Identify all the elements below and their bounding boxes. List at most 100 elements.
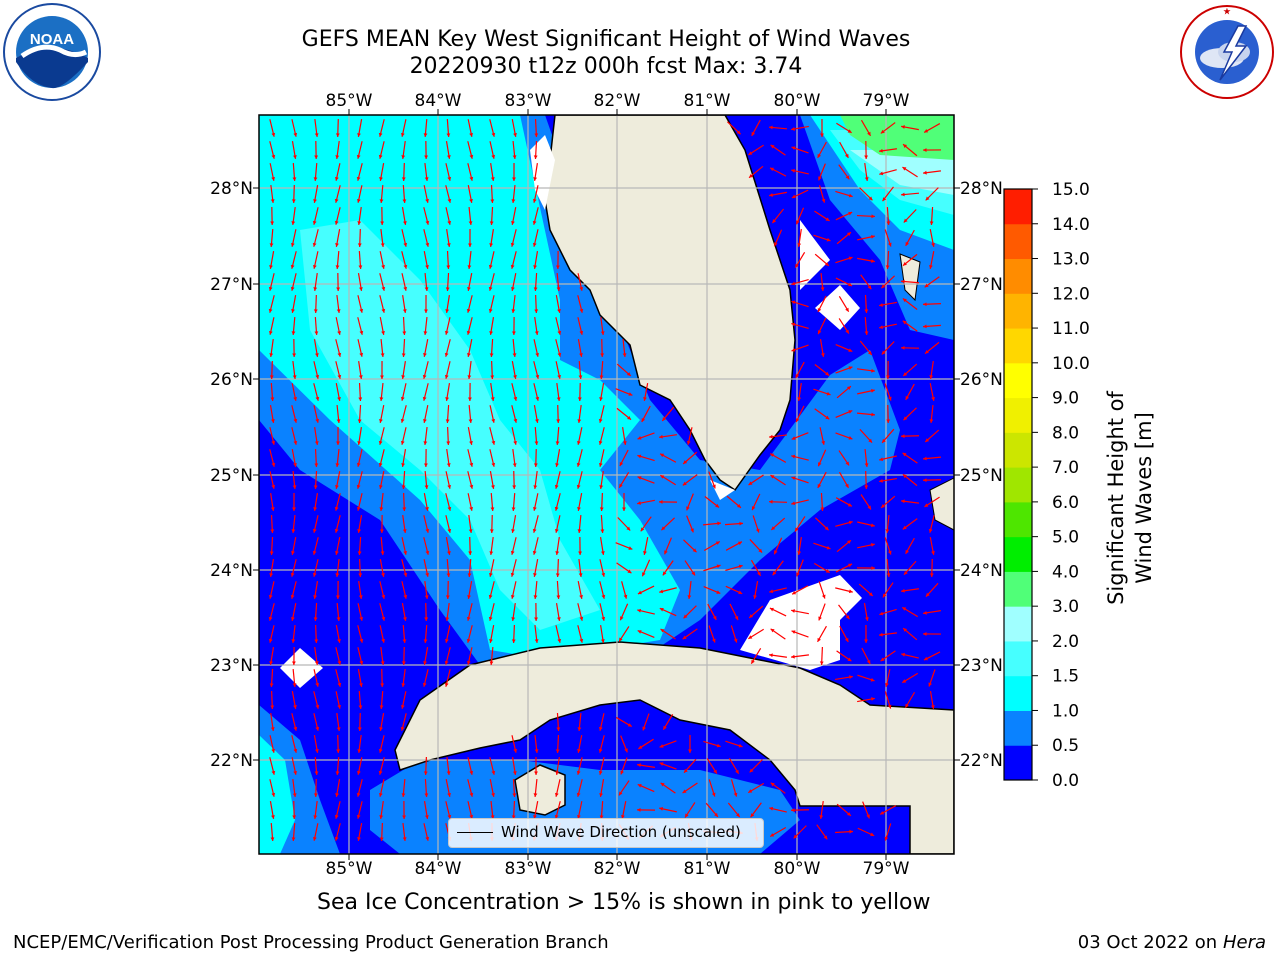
wave-direction-arrowhead — [848, 211, 853, 216]
wave-direction-arrowhead — [291, 837, 296, 841]
wave-direction-arrowhead — [868, 351, 872, 355]
wave-direction-arrowhead — [334, 528, 339, 533]
footer-branch: NCEP/EMC/Verification Post Processing Pr… — [13, 932, 609, 953]
wave-direction-arrowhead — [848, 193, 853, 198]
wave-direction-arrowhead — [313, 507, 318, 511]
wave-direction-arrowhead — [293, 132, 298, 137]
wave-direction-arrowhead — [357, 243, 362, 247]
wave-direction-arrowhead — [825, 569, 830, 573]
wave-direction-arrowhead — [335, 573, 340, 577]
wave-direction-arrowhead — [269, 573, 274, 577]
wave-direction-arrowhead — [576, 440, 581, 445]
wave-direction-arrowhead — [577, 397, 582, 401]
wave-direction-arrowhead — [359, 660, 364, 665]
wave-direction-arrowhead — [623, 594, 628, 599]
legend-line-sample — [457, 832, 493, 833]
lat-tick-label: 28°N — [960, 179, 1003, 199]
wave-direction-arrowhead — [749, 614, 754, 618]
wave-direction-arrowhead — [554, 484, 559, 489]
wave-direction-arrowhead — [533, 595, 538, 599]
wave-direction-arrowhead — [335, 243, 339, 247]
wave-direction-arrowhead — [335, 463, 340, 467]
wave-direction-arrowhead — [422, 396, 427, 401]
wave-direction-arrowhead — [818, 176, 822, 181]
wave-direction-arrowhead — [403, 572, 408, 577]
wave-direction-arrowhead — [270, 727, 275, 731]
wave-direction-arrowhead — [826, 237, 831, 242]
wave-direction-arrowhead — [469, 462, 474, 467]
wave-direction-arrowhead — [403, 594, 408, 599]
wave-direction-arrowhead — [619, 461, 624, 466]
wave-direction-arrowhead — [359, 638, 364, 643]
wave-direction-arrowhead — [293, 705, 297, 709]
wave-direction-arrowhead — [622, 353, 627, 357]
wave-direction-arrowhead — [534, 331, 539, 335]
wave-direction-arrowhead — [424, 309, 428, 313]
wave-direction-arrowhead — [769, 193, 773, 197]
wave-direction-arrowhead — [510, 242, 515, 247]
wave-direction-arrowhead — [379, 199, 384, 203]
wave-direction-arrowhead — [337, 682, 342, 687]
wave-direction-arrowhead — [903, 416, 908, 421]
wave-direction-arrowhead — [769, 589, 774, 594]
wave-direction-arrowhead — [714, 812, 718, 817]
wave-direction-arrowhead — [770, 475, 775, 479]
wave-direction-arrowhead — [879, 611, 884, 616]
wave-direction-arrowhead — [905, 703, 909, 708]
wave-direction-arrowhead — [337, 704, 342, 709]
wave-direction-arrowhead — [769, 125, 773, 130]
wave-direction-arrowhead — [868, 196, 873, 201]
wave-direction-arrowhead — [292, 375, 297, 379]
wave-direction-arrowhead — [335, 793, 339, 797]
wave-direction-arrowhead — [513, 440, 518, 445]
wave-direction-arrowhead — [598, 748, 603, 753]
colorbar-segment — [1004, 675, 1032, 711]
wave-direction-arrowhead — [796, 220, 800, 225]
wave-direction-arrowhead — [313, 199, 317, 203]
wave-direction-arrowhead — [620, 770, 624, 775]
wave-direction-arrowhead — [577, 814, 581, 819]
wave-direction-arrowhead — [662, 571, 667, 576]
wave-direction-arrowhead — [513, 418, 518, 423]
wave-direction-arrowhead — [687, 595, 692, 599]
colorbar-segment — [1004, 362, 1032, 399]
lon-tick-labels-top: 85°W 84°W 83°W 82°W 81°W 80°W 79°W — [326, 91, 910, 111]
wave-direction-arrowhead — [751, 659, 755, 664]
wave-direction-arrowhead — [511, 309, 516, 313]
wave-direction-arrowhead — [905, 549, 910, 554]
wave-direction-arrowhead — [401, 661, 406, 665]
wave-direction-arrowhead — [887, 550, 892, 555]
wave-direction-arrowhead — [660, 475, 665, 479]
wave-direction-arrowhead — [511, 221, 515, 225]
wave-direction-arrowhead — [643, 397, 647, 401]
wave-direction-arrowhead — [619, 637, 623, 642]
wave-direction-arrowhead — [532, 550, 537, 555]
wave-direction-arrowhead — [447, 506, 452, 511]
wave-direction-arrowhead — [447, 484, 452, 489]
wave-direction-arrowhead — [601, 616, 606, 621]
lon-tick-label: 83°W — [505, 91, 552, 111]
wave-direction-arrowhead — [270, 705, 275, 709]
wave-direction-arrowhead — [637, 608, 642, 613]
wave-direction-arrowhead — [489, 221, 494, 225]
wave-direction-arrowhead — [356, 770, 361, 775]
wave-direction-arrowhead — [772, 571, 777, 576]
wave-direction-arrowhead — [637, 630, 642, 634]
colorbar-segment — [1004, 571, 1032, 607]
wave-direction-arrowhead — [770, 144, 775, 149]
wave-direction-arrowhead — [335, 265, 340, 269]
noaa-logo: NOAA — [3, 3, 101, 101]
wave-direction-arrowhead — [315, 374, 320, 379]
wave-direction-arrowhead — [533, 573, 537, 577]
wave-direction-arrowhead — [513, 748, 518, 753]
wave-direction-arrowhead — [882, 438, 886, 443]
wave-direction-arrowhead — [886, 573, 891, 577]
wave-direction-arrowhead — [627, 415, 632, 420]
wave-direction-arrowhead — [600, 529, 605, 533]
nodata-5 — [740, 575, 862, 670]
wave-direction-arrowhead — [924, 349, 929, 354]
wave-direction-arrowhead — [886, 419, 891, 423]
wave-direction-arrowhead — [817, 637, 821, 642]
wave-direction-arrowhead — [902, 261, 907, 266]
wave-direction-arrowhead — [866, 659, 871, 664]
